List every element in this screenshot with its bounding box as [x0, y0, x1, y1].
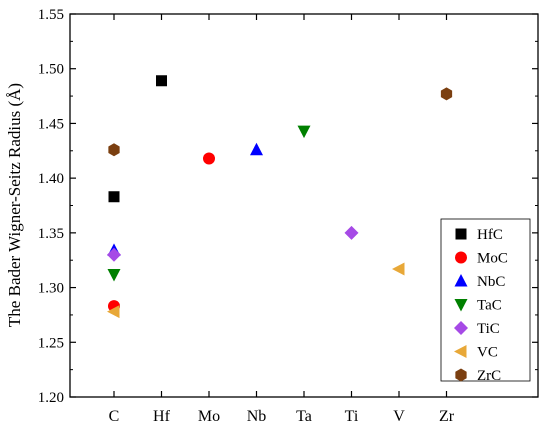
data-point-vc [107, 305, 120, 319]
data-point-tic [344, 225, 359, 240]
legend-label-zrc: ZrC [477, 368, 501, 384]
data-point-vc [392, 262, 405, 276]
x-tick-label: Zr [439, 408, 455, 425]
y-tick-label: 1.45 [38, 116, 64, 132]
data-point-moc [203, 152, 215, 165]
data-point-tac [297, 125, 311, 139]
data-point-hfc [156, 75, 167, 87]
legend-marker-vc [454, 345, 467, 358]
data-point-tac [107, 268, 121, 282]
data-point-zrc [440, 87, 453, 101]
data-point-tic [107, 247, 121, 262]
x-tick-label: Hf [153, 408, 171, 425]
x-tick-label: Ta [296, 408, 312, 425]
legend-label-hfc: HfC [477, 227, 503, 243]
x-tick-label: V [393, 408, 405, 425]
legend-marker-zrc [455, 368, 467, 382]
legend-label-tac: TaC [477, 298, 502, 314]
y-tick-label: 1.30 [38, 281, 64, 297]
y-tick-label: 1.35 [38, 226, 64, 242]
legend-marker-hfc [455, 228, 467, 240]
legend-label-vc: VC [477, 345, 498, 361]
x-tick-label: C [109, 408, 120, 425]
y-tick-label: 1.40 [38, 171, 64, 187]
legend-label-tic: TiC [477, 321, 500, 337]
x-tick-label: Ti [345, 408, 359, 425]
data-point-hfc [108, 191, 120, 203]
y-tick-label: 1.50 [38, 62, 64, 78]
legend-marker-nbc [454, 274, 468, 287]
data-point-zrc [108, 143, 120, 157]
legend-label-moc: MoC [477, 251, 508, 267]
legend-label-nbc: NbC [477, 274, 505, 290]
legend-marker-moc [455, 251, 467, 264]
legend-marker-tac [454, 299, 468, 312]
y-tick-label: 1.55 [38, 7, 64, 23]
y-tick-label: 1.20 [38, 390, 64, 406]
y-axis-label: The Bader Wigner-Seitz Radius (Å) [5, 83, 24, 327]
legend-marker-tic [454, 321, 468, 335]
x-tick-label: Mo [198, 408, 220, 425]
x-tick-label: Nb [247, 408, 267, 425]
legend: HfC MoC NbC TaC TiC VC ZrC [440, 218, 531, 384]
data-point-nbc [250, 142, 263, 156]
y-tick-label: 1.25 [38, 335, 64, 351]
